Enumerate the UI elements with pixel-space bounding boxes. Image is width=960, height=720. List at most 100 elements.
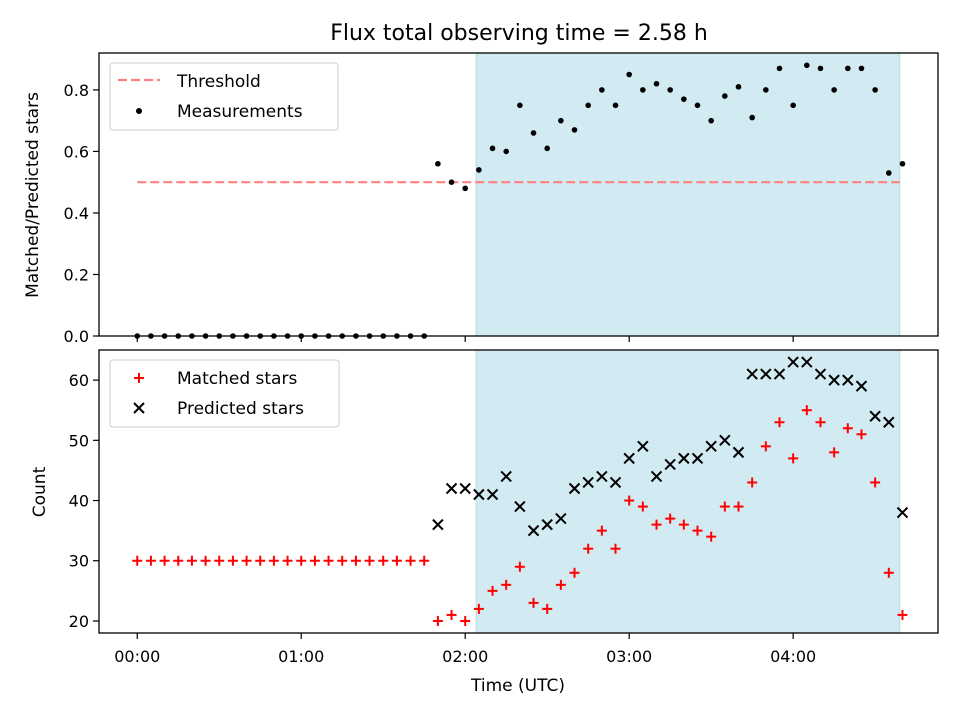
bottom-panel-y-ticks: 20 30 40 50 60 [69,371,99,631]
matched-stars-point [651,519,662,530]
matched-stars-point [569,567,580,578]
matched-stars-point [350,555,361,566]
matched-stars-point [610,543,621,554]
predicted-stars-legend-label: Predicted stars [177,399,304,419]
predicted-stars-point [486,488,499,501]
measurements-point [503,148,510,155]
matched-stars-point [323,555,334,566]
measurements-point [858,65,865,72]
matched-stars-point [227,555,238,566]
top-panel-frame [98,52,939,337]
y-tick-label: 0.6 [64,142,89,161]
top-panel-x-ticks [136,336,794,342]
measurements-legend-swatch [136,108,142,114]
matched-stars-point [378,555,389,566]
predicted-stars-point [883,416,895,428]
top-panel-legend-frame [109,62,339,131]
matched-stars-point [678,519,689,530]
measurements-point [585,102,591,109]
predicted-stars-legend-swatch [133,402,145,414]
predicted-stars-point [568,482,581,495]
matched-stars-point [815,417,826,428]
predicted-stars-point [691,452,704,465]
predicted-stars-point [746,368,758,380]
measurements-point [653,80,660,87]
matched-stars-point [200,555,211,566]
matched-stars-point [309,555,320,566]
bottom-panel-y-axis-label: Count [30,466,50,517]
matched-stars-point [296,555,307,566]
measurements-point [763,87,769,93]
predicted-stars-point [541,518,553,531]
matched-stars-point [446,609,457,620]
predicted-stars-point [650,470,663,483]
y-tick-label: 0.2 [64,265,89,284]
matched-stars-point [883,567,894,578]
matched-stars-point [487,585,498,596]
chart-title: Flux total observing time = 2.58 h [330,21,708,46]
matched-stars-point [173,555,184,566]
bottom-panel-marks [132,356,909,626]
matched-stars-point [692,525,703,536]
predicted-stars-point [637,440,649,453]
matched-stars-point [145,555,156,566]
predicted-stars-point [678,452,690,465]
measurements-point [749,114,755,121]
top-panel-y-ticks: 0.0 0.2 0.4 0.6 0.8 [64,81,99,346]
matched-stars-point [460,615,471,626]
matched-stars-point [719,501,730,512]
predicted-stars-point [445,482,458,495]
matched-stars-point [337,555,348,566]
matched-stars-point [186,555,197,566]
measurements-point [626,71,632,78]
x-tick-label: 02:00 [442,647,488,666]
x-tick-label: 03:00 [606,647,652,666]
matched-stars-point [870,477,881,488]
measurements-point [681,96,687,102]
predicted-stars-point [787,356,799,368]
top-panel-shaded-region [475,52,901,337]
top-panel-y-axis-label: Matched/Predicted stars [23,92,43,298]
matched-stars-point [132,555,143,566]
x-tick-label: 00:00 [114,647,160,666]
matched-stars-point [542,603,553,614]
x-axis-label: Time (UTC) [470,676,565,696]
measurements-point [790,102,796,109]
y-tick-label: 20 [69,612,89,631]
matched-stars-point [241,555,252,566]
matched-stars-point [624,495,635,506]
measurements-point [708,117,714,124]
matched-stars-point [255,555,266,566]
x-tick-label: 01:00 [278,647,324,666]
measurements-point [899,160,906,167]
bottom-panel-legend: Matched stars Predicted stars [109,359,340,428]
y-tick-label: 0.4 [64,204,89,223]
predicted-stars-point [855,380,868,392]
matched-stars-point [583,543,594,554]
predicted-stars-point [609,476,622,489]
predicted-stars-point [527,524,540,537]
matched-stars-point [856,429,867,440]
measurements-point [571,127,578,133]
measurements-point [872,87,878,93]
predicted-stars-point [760,368,772,380]
predicted-stars-point [582,476,594,489]
matched-stars-point [514,561,525,572]
matched-stars-point [391,555,402,566]
bottom-panel-x-ticks: 00:00 01:00 02:00 03:00 04:00 [114,633,816,666]
predicted-stars-point [555,512,567,525]
measurements-legend-label: Measurements [177,102,303,122]
predicted-stars-point [828,374,840,386]
matched-stars-point [282,555,293,566]
measurements-point [517,102,523,109]
matched-stars-point [760,441,771,452]
predicted-stars-point [814,368,827,380]
measurements-point [694,102,701,109]
predicted-stars-point [500,470,512,483]
predicted-stars-point [623,452,635,465]
top-panel-legend: Threshold Measurements [109,62,339,131]
matched-stars-point [747,477,758,488]
measurements-point [544,145,550,152]
threshold-legend-label: Threshold [176,72,261,92]
